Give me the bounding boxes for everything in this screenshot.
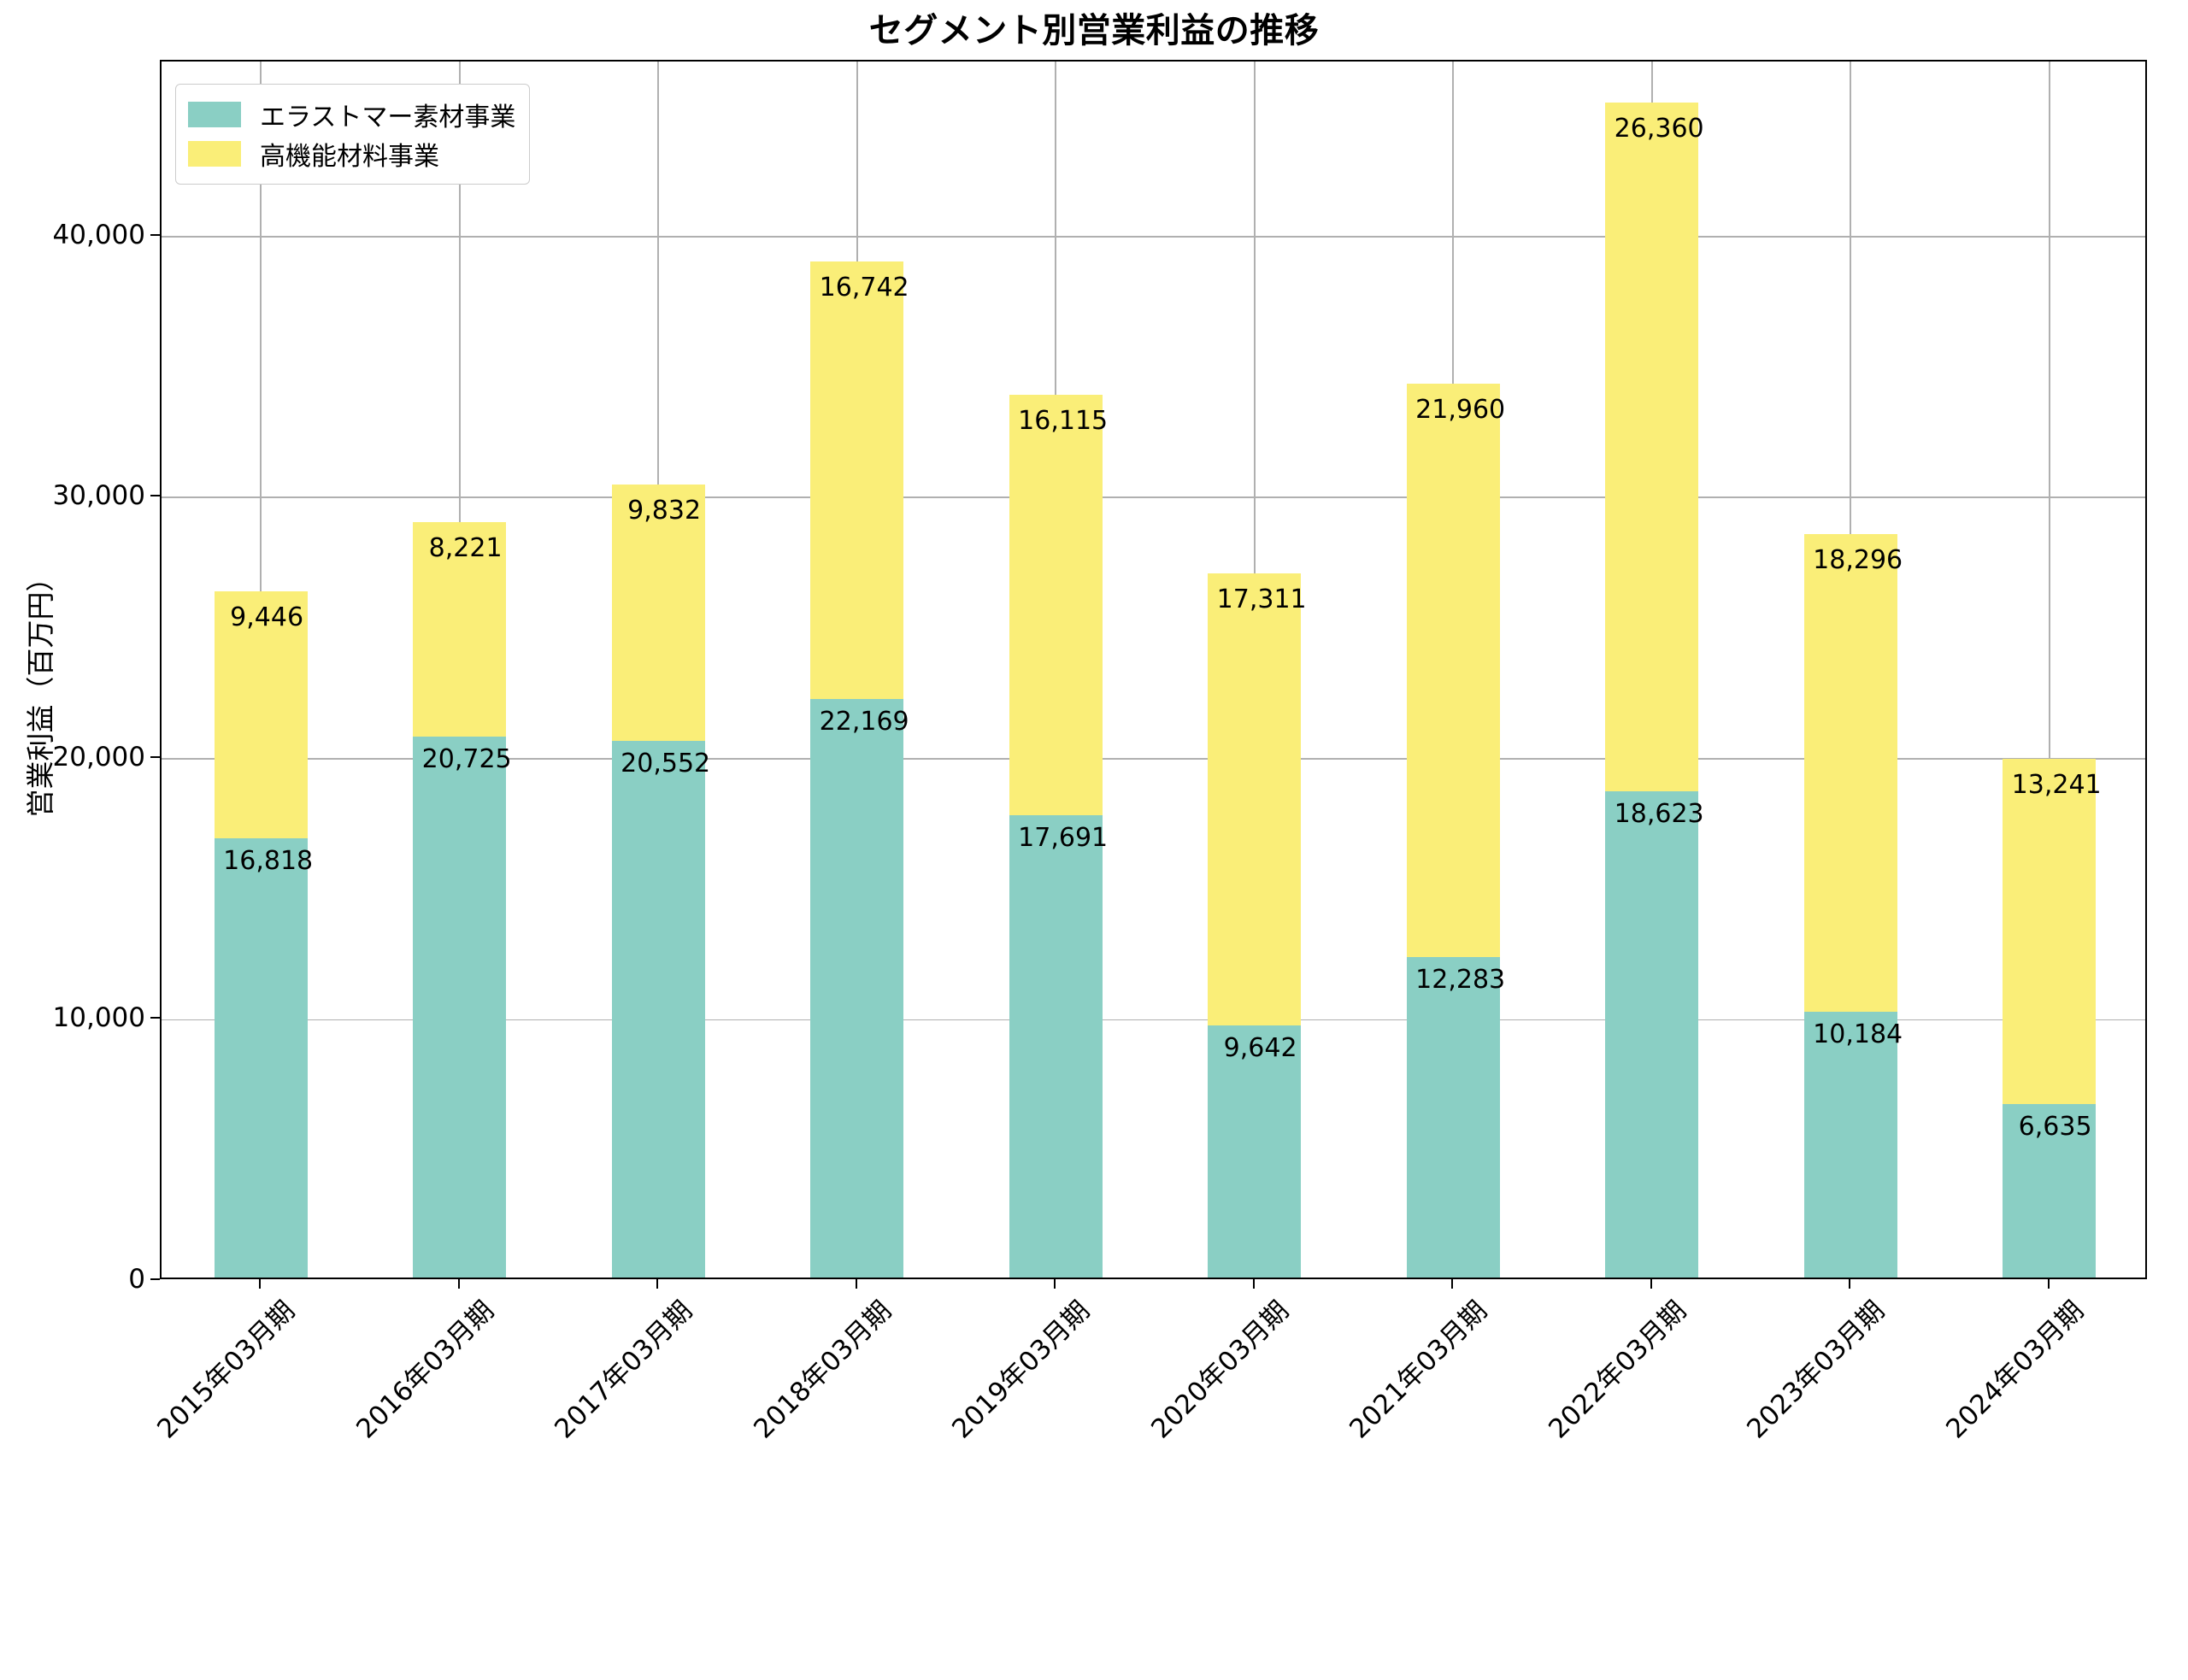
x-tick-mark bbox=[259, 1279, 262, 1289]
bar-value-label-elastomer: 6,635 bbox=[2018, 1112, 2092, 1143]
bar-segment-elastomer[interactable] bbox=[1406, 956, 1500, 1278]
bar-value-label-highfunction: 9,446 bbox=[230, 602, 304, 633]
bar-segment-elastomer[interactable] bbox=[1009, 815, 1103, 1278]
bar-group[interactable]: 20,725 8,221 bbox=[413, 521, 512, 1278]
bar-value-label-highfunction: 9,832 bbox=[627, 495, 702, 526]
bar-segment-elastomer[interactable] bbox=[611, 741, 705, 1278]
plot-area: 16,818 9,446 20,725 8,221 20,552 9,832 22,169 1… bbox=[160, 60, 2147, 1279]
y-tick-label: 0 bbox=[128, 1264, 145, 1295]
chart-figure: セグメント別営業利益の推移 営業利益（百万円） 0 10,000 20,000 30,… bbox=[24, 11, 2147, 1445]
x-tick-mark bbox=[1054, 1279, 1056, 1289]
x-tick-mark bbox=[1451, 1279, 1454, 1289]
bar-segment-elastomer[interactable] bbox=[214, 838, 308, 1278]
gridline-horizontal bbox=[162, 235, 2145, 238]
bar-group[interactable]: 16,818 9,446 bbox=[214, 591, 313, 1278]
x-tick-mark bbox=[855, 1279, 857, 1289]
bar-segment-highfunction[interactable] bbox=[1605, 103, 1699, 791]
legend-label-elastomer: エラストマー素材事業 bbox=[260, 103, 516, 132]
gridline-vertical bbox=[2048, 62, 2050, 1278]
bar-segment-elastomer[interactable] bbox=[413, 736, 507, 1278]
legend-item-0[interactable]: エラストマー素材事業 bbox=[188, 95, 515, 134]
bar-segment-elastomer[interactable] bbox=[1803, 1011, 1897, 1278]
legend-swatch-highfunction bbox=[188, 141, 241, 167]
bar-segment-elastomer[interactable] bbox=[2003, 1104, 2097, 1278]
bar-group[interactable]: 10,184 18,296 bbox=[1803, 533, 1903, 1278]
bar-value-label-elastomer: 20,725 bbox=[421, 743, 512, 774]
bar-segment-elastomer[interactable] bbox=[1208, 1025, 1302, 1278]
bar-group[interactable]: 18,623 26,360 bbox=[1605, 103, 1704, 1278]
legend-swatch-elastomer bbox=[188, 102, 241, 127]
x-tick-label: 2021年03月期 bbox=[1344, 1295, 1494, 1445]
y-tick-mark bbox=[150, 1278, 160, 1280]
bar-value-label-highfunction: 18,296 bbox=[1813, 544, 1903, 575]
bar-value-label-elastomer: 17,691 bbox=[1018, 823, 1109, 854]
bar-segment-elastomer[interactable] bbox=[1605, 790, 1699, 1278]
x-tick-label: 2017年03月期 bbox=[549, 1295, 699, 1445]
bar-segment-elastomer[interactable] bbox=[810, 698, 904, 1278]
bar-value-label-elastomer: 16,818 bbox=[223, 846, 314, 877]
x-tick-mark bbox=[1849, 1279, 1851, 1289]
legend-item-1[interactable]: 高機能材料事業 bbox=[188, 134, 515, 173]
bar-value-label-elastomer: 18,623 bbox=[1614, 798, 1704, 829]
y-axis-title: 営業利益（百万円） bbox=[24, 563, 57, 818]
gridline-horizontal bbox=[162, 496, 2145, 499]
bar-value-label-elastomer: 12,283 bbox=[1415, 964, 1506, 995]
y-tick-mark bbox=[150, 1017, 160, 1019]
gridline-horizontal bbox=[162, 1019, 2145, 1021]
x-tick-mark bbox=[457, 1279, 460, 1289]
bar-value-label-highfunction: 16,115 bbox=[1018, 406, 1109, 436]
bar-segment-highfunction[interactable] bbox=[214, 591, 308, 839]
y-tick-label: 40,000 bbox=[52, 219, 145, 250]
bar-segment-highfunction[interactable] bbox=[413, 521, 507, 737]
bar-group[interactable]: 12,283 21,960 bbox=[1406, 383, 1505, 1278]
x-tick-label: 2024年03月期 bbox=[1939, 1295, 2090, 1445]
bar-segment-highfunction[interactable] bbox=[1009, 395, 1103, 816]
bar-value-label-highfunction: 13,241 bbox=[2011, 769, 2102, 800]
bar-value-label-elastomer: 20,552 bbox=[621, 749, 711, 778]
x-tick-mark bbox=[2047, 1279, 2050, 1289]
legend-label-highfunction: 高機能材料事業 bbox=[260, 142, 439, 172]
bar-value-label-elastomer: 22,169 bbox=[819, 706, 909, 737]
x-tick-label: 2020年03月期 bbox=[1144, 1295, 1295, 1445]
x-tick-label: 2018年03月期 bbox=[747, 1295, 897, 1445]
bar-value-label-highfunction: 16,742 bbox=[819, 273, 909, 303]
x-tick-label: 2016年03月期 bbox=[350, 1295, 500, 1445]
bar-group[interactable]: 17,691 16,115 bbox=[1009, 395, 1108, 1278]
bar-group[interactable]: 9,642 17,311 bbox=[1208, 573, 1307, 1278]
bar-segment-highfunction[interactable] bbox=[2003, 758, 2097, 1105]
bar-segment-highfunction[interactable] bbox=[611, 484, 705, 741]
bar-value-label-highfunction: 26,360 bbox=[1614, 114, 1704, 144]
y-tick-mark bbox=[150, 755, 160, 758]
chart-legend[interactable]: エラストマー素材事業 高機能材料事業 bbox=[175, 84, 531, 185]
bar-value-label-elastomer: 10,184 bbox=[1813, 1019, 1903, 1049]
bar-group[interactable]: 22,169 16,742 bbox=[810, 261, 909, 1278]
bar-value-label-highfunction: 17,311 bbox=[1216, 584, 1307, 615]
x-tick-mark bbox=[656, 1279, 659, 1289]
x-tick-mark bbox=[1650, 1279, 1652, 1289]
y-tick-mark bbox=[150, 233, 160, 236]
y-tick-mark bbox=[150, 495, 160, 497]
bar-value-label-highfunction: 8,221 bbox=[428, 532, 503, 563]
bar-segment-highfunction[interactable] bbox=[1406, 383, 1500, 957]
bar-group[interactable]: 20,552 9,832 bbox=[611, 484, 710, 1278]
gridline-horizontal bbox=[162, 758, 2145, 760]
x-tick-label: 2019年03月期 bbox=[946, 1295, 1097, 1445]
chart-title: セグメント別営業利益の推移 bbox=[868, 11, 1320, 50]
bar-group[interactable]: 6,635 13,241 bbox=[2003, 758, 2102, 1278]
y-tick-label: 10,000 bbox=[52, 1002, 145, 1034]
bar-segment-highfunction[interactable] bbox=[1803, 533, 1897, 1012]
x-tick-mark bbox=[1252, 1279, 1255, 1289]
x-tick-label: 2023年03月期 bbox=[1741, 1295, 1891, 1445]
bar-segment-highfunction[interactable] bbox=[1208, 573, 1302, 1026]
x-tick-label: 2022年03月期 bbox=[1542, 1295, 1692, 1445]
bar-value-label-highfunction: 21,960 bbox=[1415, 394, 1506, 425]
bar-segment-highfunction[interactable] bbox=[810, 261, 904, 699]
bar-value-label-elastomer: 9,642 bbox=[1223, 1033, 1297, 1064]
